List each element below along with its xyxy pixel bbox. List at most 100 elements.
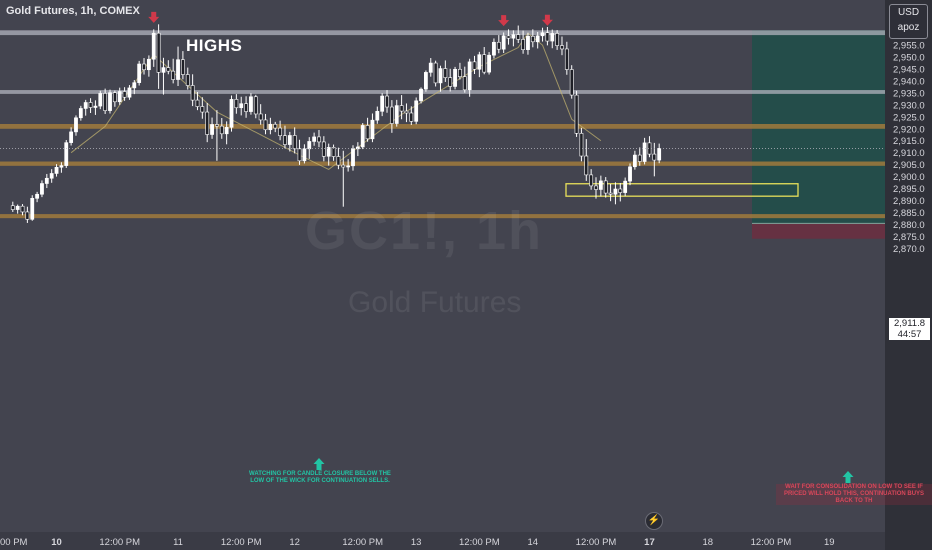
candle-body-up [394,105,399,124]
candle-body-down [472,61,477,70]
candle-body-up [355,146,360,150]
candle-body-down [443,68,448,78]
candle-body-up [370,119,375,140]
candle [623,177,628,197]
candle [506,29,511,45]
candle-body-up [15,205,20,210]
candle-body-up [64,142,69,166]
candle-body-up [98,93,103,107]
candle [574,90,579,137]
y-tick-label: 2,950.0 [893,53,925,64]
candle [287,131,292,152]
candle-body-up [628,166,632,182]
candle-body-down [603,180,608,194]
candle [477,51,482,78]
candle [608,183,613,202]
candle-body-down [569,69,574,96]
candle-body-up [137,63,142,83]
candle [88,98,93,114]
candle-body-down [258,113,263,121]
candle [540,27,545,42]
candle [190,74,195,107]
x-tick-label: 14 [528,537,539,548]
candle-body-up [93,105,98,108]
candle-body-down [555,33,560,46]
candle [292,127,297,154]
candle [336,147,341,170]
candle [108,89,112,114]
candle [166,60,171,75]
candle [249,93,253,115]
candle [496,35,501,54]
candle-body-up [414,100,419,122]
lightning-icon[interactable]: ⚡ [645,512,663,530]
candle-body-down [185,74,190,86]
candle-body-down [496,41,501,50]
candle-body-up [307,141,312,150]
x-tick-label: 12:00 PM [751,537,792,548]
candle-body-down [637,154,642,162]
candle [404,103,409,123]
y-tick-label: 2,945.0 [893,65,925,76]
candle [355,142,360,157]
candle-body-down [545,32,550,42]
candle-body-up [657,148,662,161]
watermark-symbol: GC1!, 1h [305,201,544,261]
candle-body-up [477,54,482,70]
y-tick-label: 2,890.0 [893,196,925,207]
candle-body-up [346,165,351,168]
candle-body-up [642,142,647,162]
y-tick-label: 2,925.0 [893,112,925,123]
candle [394,99,399,127]
candle-body-up [176,59,180,80]
candle [331,144,336,161]
candle-body-up [249,96,253,112]
symbol-title[interactable]: Gold Futures, 1h, COMEX [6,5,140,17]
candle [360,123,365,150]
candle [127,85,132,100]
currency-sub-label: apoz [897,22,920,33]
candle-body-down [195,99,200,107]
candle [78,105,83,121]
candle-body-up [210,124,214,135]
candle [142,58,146,75]
bar-countdown: 44:57 [897,329,922,340]
candle-body-down [409,112,414,122]
candle-body-down [156,32,161,73]
candle [317,129,321,148]
candle-body-down [263,119,268,131]
candle [433,60,438,87]
candle-body-down [283,135,287,145]
highs-band-top [0,30,885,36]
candle [268,117,273,135]
candle-body-down [574,94,579,134]
candle-body-down [608,192,613,195]
candle-body-up [224,127,229,135]
candle [312,132,317,146]
candle-body-up [30,198,35,220]
candle [647,136,652,158]
candle-body-down [433,62,438,84]
candle-body-up [127,87,132,98]
y-tick-label: 2,935.0 [893,88,925,99]
candle-body-up [74,117,78,133]
candle [258,104,263,125]
candle-body-up [229,99,234,128]
candle [516,25,521,43]
candle [467,58,472,97]
candle-body-down [564,48,569,70]
candle [278,120,283,141]
candle-body-down [273,123,278,129]
consolidation-box [565,183,799,197]
candle [156,24,161,89]
candle [530,29,535,48]
candle [263,113,268,135]
currency-selector[interactable]: USD apoz [889,4,928,39]
candle [487,52,491,75]
candle-body-down [331,147,336,157]
candle [117,87,122,105]
candle-body-down [389,106,394,124]
candle [375,106,380,124]
